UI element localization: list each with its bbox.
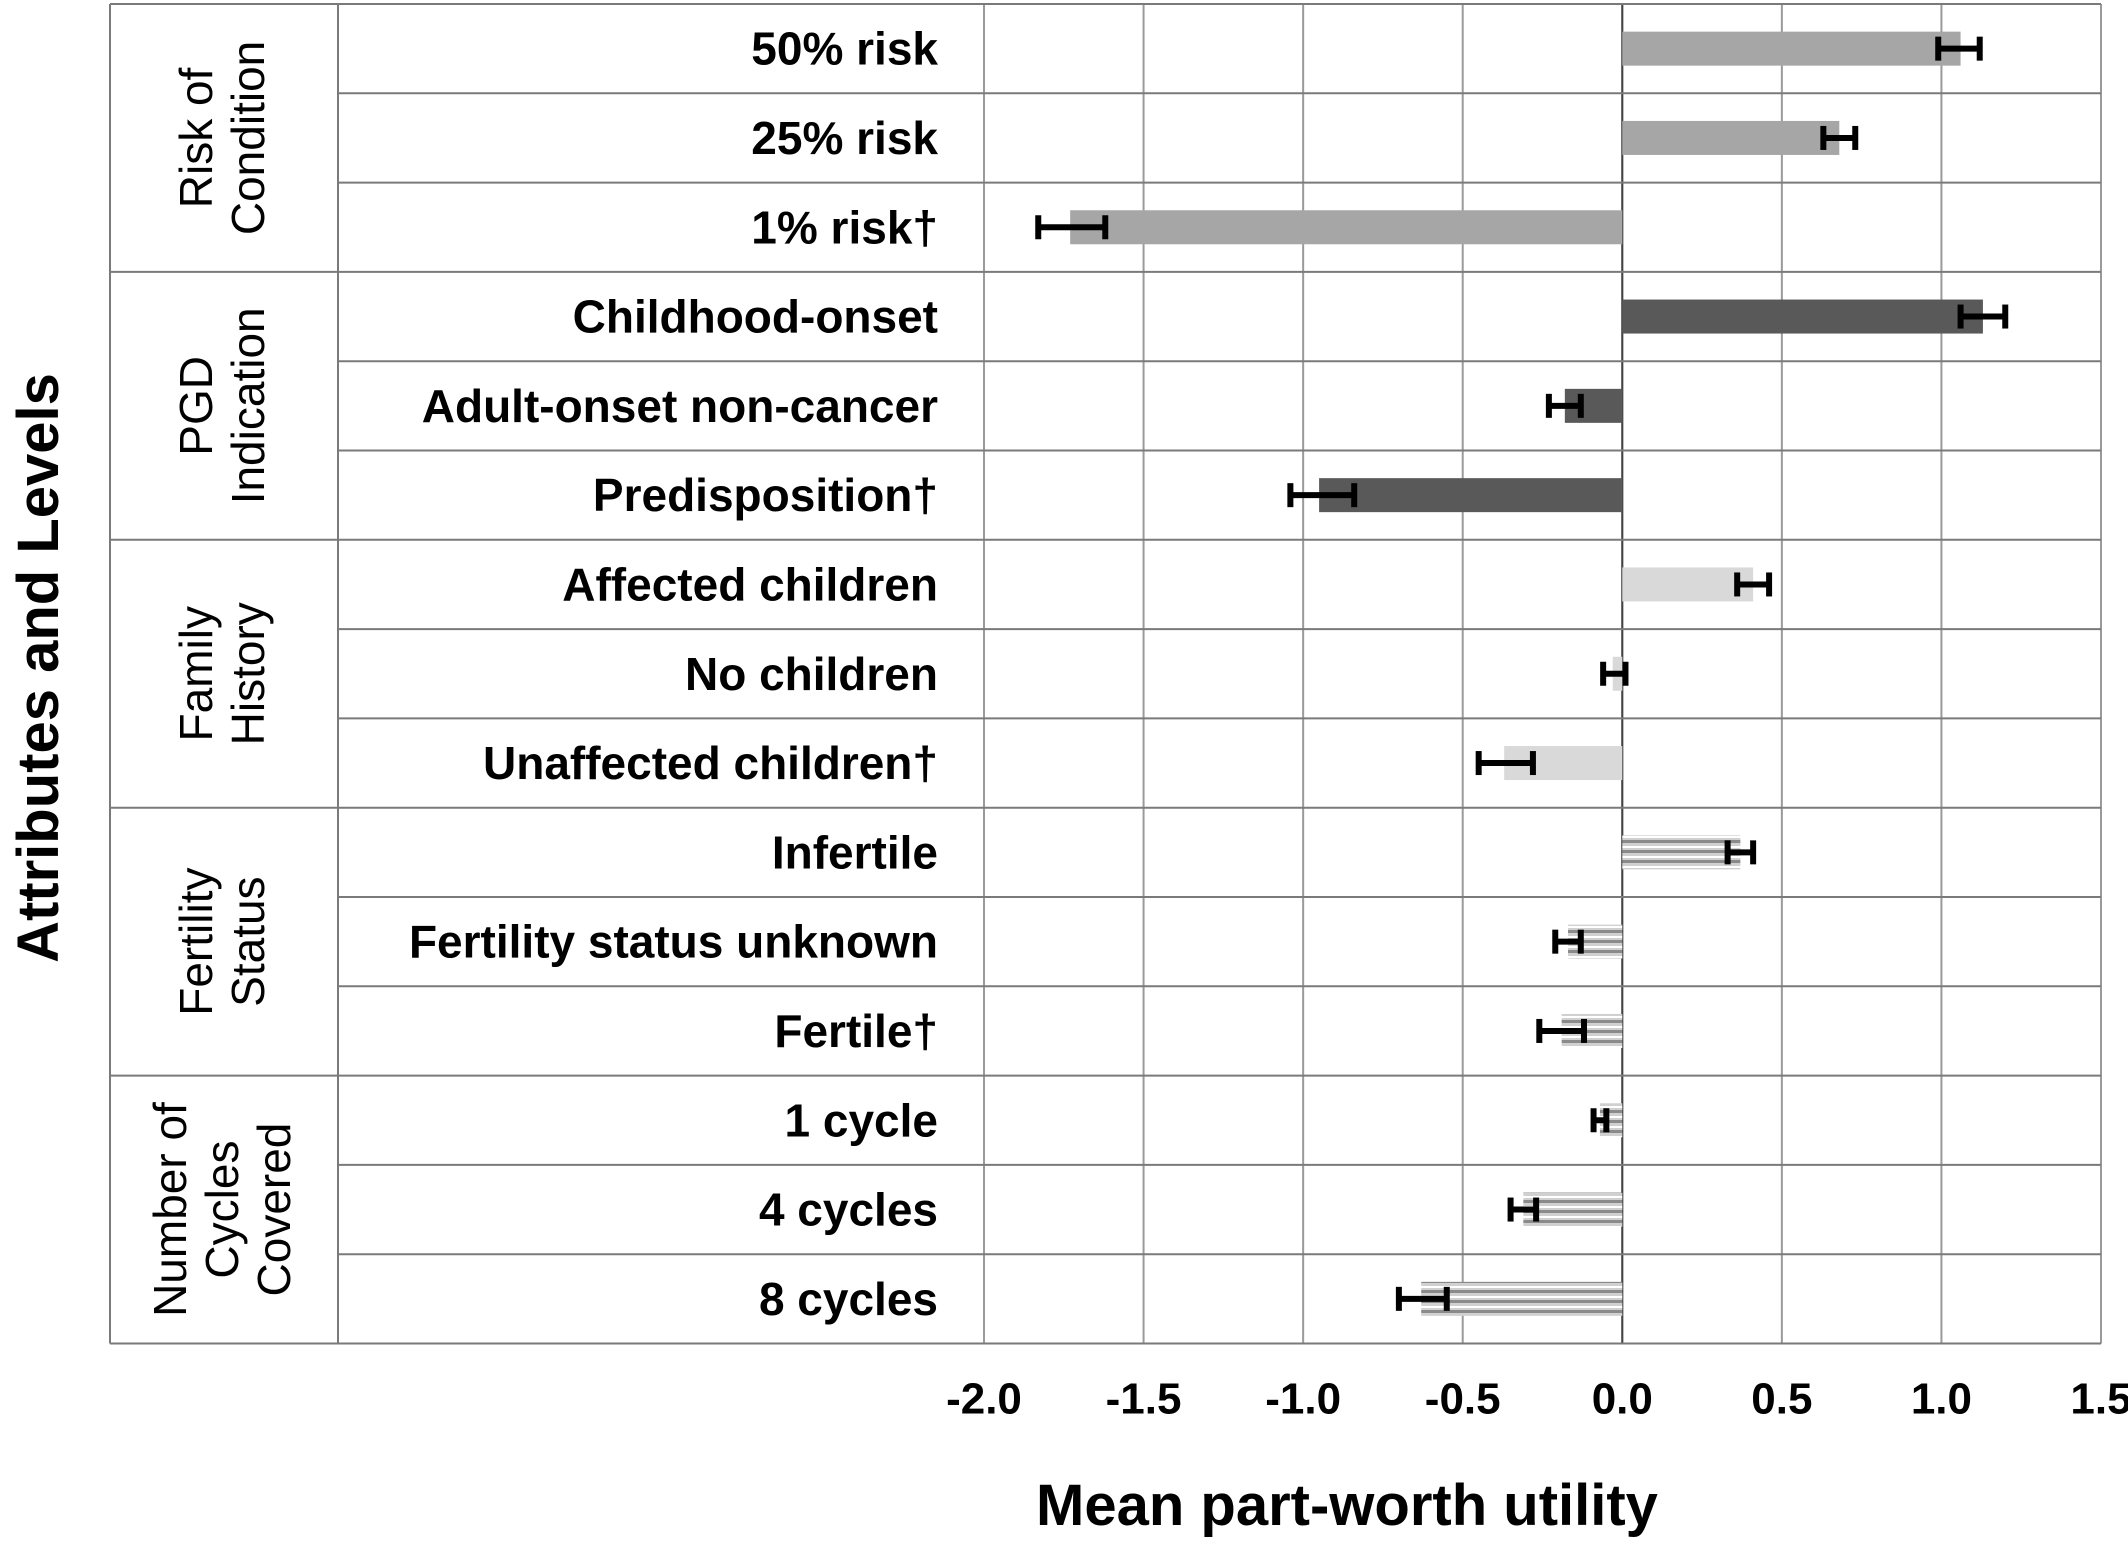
bar bbox=[1622, 567, 1754, 602]
level-label: Predisposition† bbox=[593, 469, 938, 521]
group-label: Cycles bbox=[196, 1141, 248, 1279]
level-label: Childhood-onset bbox=[573, 291, 938, 343]
x-tick-label: 1.5 bbox=[2070, 1375, 2128, 1424]
level-label: 1 cycle bbox=[785, 1094, 938, 1146]
x-tick-label: 1.0 bbox=[1911, 1375, 1972, 1424]
row-separators bbox=[109, 3, 2101, 1345]
bar bbox=[1319, 478, 1623, 513]
group-label: Risk of bbox=[170, 67, 222, 208]
x-tick-label: -1.0 bbox=[1265, 1375, 1341, 1424]
level-label: 8 cycles bbox=[759, 1273, 938, 1325]
bar bbox=[1070, 210, 1623, 245]
level-label: Adult-onset non-cancer bbox=[422, 380, 938, 432]
group-labels: Risk of Condition PGD Indication Family Histo… bbox=[144, 41, 300, 1317]
y-axis-title: Attributes and Levels bbox=[6, 373, 71, 963]
bar bbox=[1523, 1192, 1623, 1227]
level-label: 4 cycles bbox=[759, 1184, 938, 1236]
x-axis-ticks: -2.0 -1.5 -1.0 -0.5 0.0 0.5 1.0 1.5 bbox=[946, 1375, 2128, 1424]
group-label: Family bbox=[170, 606, 222, 741]
bars bbox=[1035, 31, 2009, 1316]
level-label: 1% risk† bbox=[751, 201, 938, 253]
x-tick-label: -1.5 bbox=[1106, 1375, 1182, 1424]
x-tick-label: -0.5 bbox=[1425, 1375, 1501, 1424]
group-label: History bbox=[222, 602, 274, 745]
x-axis-title: Mean part-worth utility bbox=[1036, 1473, 1658, 1538]
grid bbox=[983, 4, 2102, 1344]
level-label: Fertility status unknown bbox=[409, 916, 938, 968]
level-label: Unaffected children† bbox=[483, 737, 938, 789]
group-label: Indication bbox=[222, 307, 274, 504]
bar bbox=[1622, 31, 1961, 66]
bar bbox=[1622, 835, 1741, 870]
group-label: PGD bbox=[170, 356, 222, 456]
group-label: Number of bbox=[144, 1102, 196, 1317]
bar bbox=[1622, 120, 1840, 155]
level-label: Fertile† bbox=[774, 1005, 938, 1057]
bar bbox=[1421, 1281, 1623, 1316]
level-label: No children bbox=[685, 648, 938, 700]
level-label: 25% risk bbox=[751, 112, 938, 164]
x-tick-label: -2.0 bbox=[946, 1375, 1022, 1424]
group-label: Status bbox=[222, 876, 274, 1006]
group-label: Covered bbox=[248, 1123, 300, 1297]
group-label: Condition bbox=[222, 41, 274, 235]
level-label: Affected children bbox=[562, 558, 938, 610]
group-label: Fertility bbox=[170, 868, 222, 1016]
level-labels: 50% risk 25% risk 1% risk† Childhood-onset A… bbox=[409, 23, 938, 1325]
x-tick-label: 0.0 bbox=[1592, 1375, 1653, 1424]
bar bbox=[1622, 299, 1983, 334]
level-label: 50% risk bbox=[751, 23, 938, 75]
level-label: Infertile bbox=[772, 826, 938, 878]
x-tick-label: 0.5 bbox=[1751, 1375, 1812, 1424]
